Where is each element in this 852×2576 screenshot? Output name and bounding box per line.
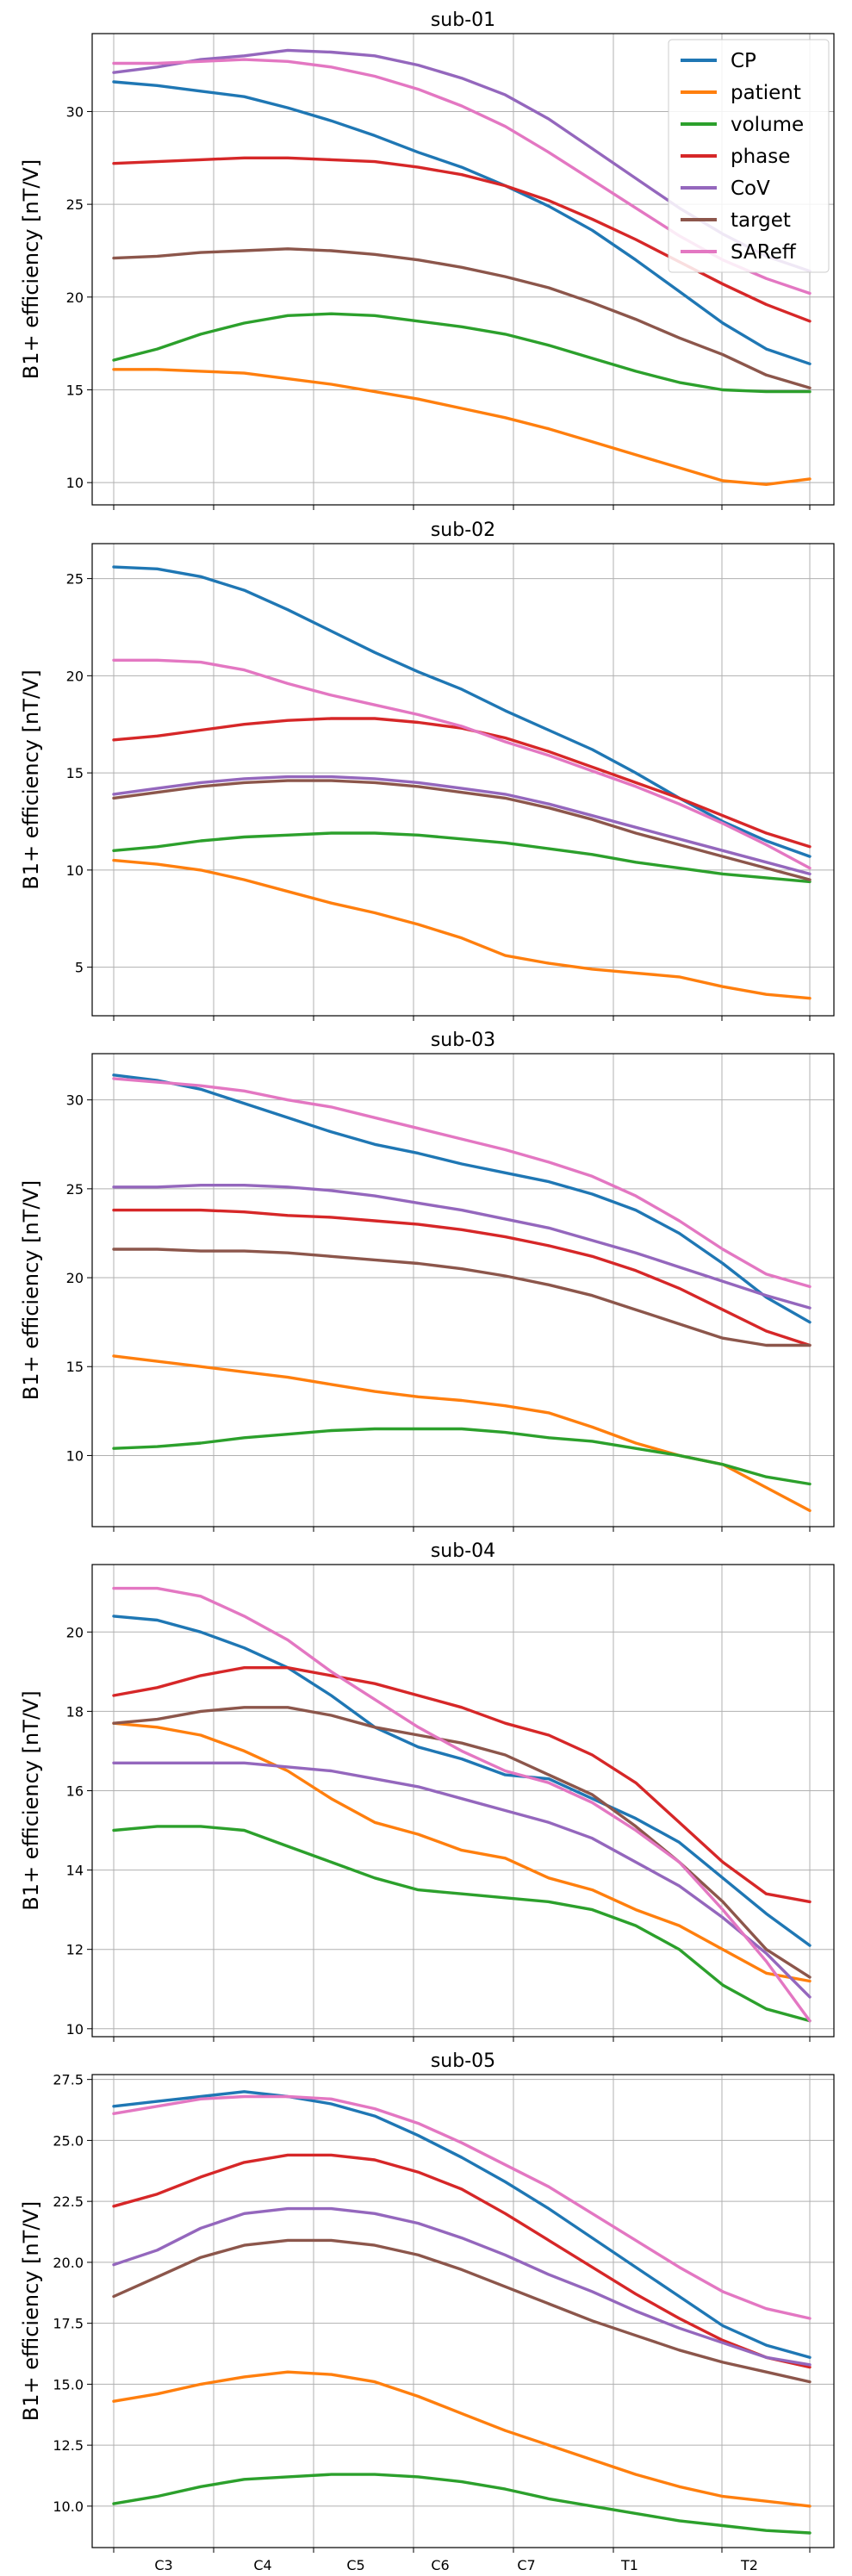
subplot-5: 10.0 12.5 15.0 17.5 20.0 22.5 25.0 27.5 sub-05 B1…: [19, 2050, 835, 2573]
y-tick-label: 25.0: [53, 2132, 84, 2149]
x-tick-label: C3: [154, 2557, 172, 2573]
series-line-target: [112, 779, 812, 881]
x-tick-label: C5: [346, 2557, 364, 2573]
y-tick-label: 25: [66, 571, 84, 588]
y-axis-label: B1+ efficiency [nT/V]: [19, 1180, 43, 1400]
y-tick-label: 10: [66, 862, 84, 879]
y-tick-label: 25: [66, 196, 84, 213]
y-tick-label: 5: [75, 960, 84, 976]
plot-frame: [91, 1053, 835, 1528]
y-tick-label: 10: [66, 2021, 84, 2038]
series-line-cov: [112, 775, 812, 876]
subplot-2: 5 10 15 20 25 sub-02 B1+ efficiency [nT/V]: [19, 520, 835, 1021]
x-tick-label: C4: [253, 2557, 271, 2573]
y-tick-label: 20.0: [53, 2255, 84, 2271]
y-axis-label: B1+ efficiency [nT/V]: [19, 2201, 43, 2421]
series-line-phase: [112, 2153, 812, 2369]
series-line-cov: [112, 1184, 812, 1310]
y-tick-label: 18: [66, 1703, 84, 1720]
series-line-phase: [112, 1208, 812, 1347]
y-tick-label: 12: [66, 1942, 84, 1958]
y-axis-label: B1+ efficiency [nT/V]: [19, 669, 43, 889]
series-line-cp: [112, 565, 812, 858]
series-line-cp: [112, 1615, 812, 1947]
series-line-cp: [112, 80, 812, 365]
y-tick-label: 20: [66, 1270, 84, 1286]
series-line-patient: [112, 1721, 812, 1983]
series-line-cp: [112, 2090, 812, 2359]
subplot-title: sub-05: [431, 2050, 495, 2072]
legend-label: phase: [731, 146, 790, 168]
series-line-sareff: [112, 658, 812, 870]
series-line-target: [112, 2238, 812, 2384]
legend: CP patient volume phase CoV target SAReff: [668, 39, 830, 273]
plot-frame: [91, 1564, 835, 2038]
subplot-3: 10 15 20 25 30 sub-03 B1+ efficiency [nT/V]: [19, 1030, 835, 1532]
series-line-target: [112, 1248, 812, 1347]
y-tick-label: 15: [66, 765, 84, 781]
x-tick-label: C6: [431, 2557, 449, 2573]
series-line-patient: [112, 2370, 812, 2508]
series-line-patient: [112, 858, 812, 1000]
subplot-title: sub-03: [431, 1030, 495, 1051]
subplot-title: sub-01: [431, 9, 495, 31]
series-line-patient: [112, 368, 812, 486]
subplot-title: sub-02: [431, 520, 495, 541]
legend-label: SAReff: [731, 241, 797, 264]
subplot-1: 10 15 20 25 30 sub-01 B1+ efficiency [nT/V] CP p…: [19, 9, 835, 510]
series-line-phase: [112, 1666, 812, 1904]
plot-frame: [91, 2074, 835, 2548]
x-tick-label: C7: [517, 2557, 535, 2573]
subplot-title: sub-04: [431, 1540, 495, 1562]
y-tick-label: 15: [66, 1359, 84, 1375]
y-tick-label: 10: [66, 1447, 84, 1464]
series-line-cov: [112, 2206, 812, 2367]
y-tick-label: 12.5: [53, 2437, 84, 2454]
y-tick-label: 10.0: [53, 2498, 84, 2515]
y-tick-label: 25: [66, 1181, 84, 1198]
series-line-sareff: [112, 1077, 812, 1289]
legend-label: volume: [731, 114, 804, 136]
y-tick-label: 16: [66, 1783, 84, 1799]
y-tick-label: 20: [66, 289, 84, 306]
series-line-volume: [112, 1825, 812, 2023]
y-tick-label: 30: [66, 1092, 84, 1109]
plot-frame: [91, 33, 835, 506]
y-tick-label: 22.5: [53, 2193, 84, 2210]
x-tick-label: T2: [740, 2557, 758, 2573]
series-line-target: [112, 1706, 812, 1979]
y-tick-label: 10: [66, 475, 84, 491]
series-line-volume: [112, 831, 812, 884]
series-line-volume: [112, 312, 812, 394]
legend-label: target: [731, 209, 791, 232]
y-axis-label: B1+ efficiency [nT/V]: [19, 1690, 43, 1910]
plot-frame: [91, 543, 835, 1017]
legend-label: patient: [731, 82, 801, 104]
legend-label: CP: [731, 50, 756, 72]
y-tick-label: 20: [66, 668, 84, 684]
legend-box: [668, 39, 830, 273]
series-line-patient: [112, 1354, 812, 1513]
y-tick-label: 14: [66, 1863, 84, 1879]
series-line-sareff: [112, 1586, 812, 2023]
series-line-phase: [112, 717, 812, 849]
y-tick-label: 27.5: [53, 2072, 84, 2088]
y-tick-label: 15: [66, 382, 84, 398]
y-axis-label: B1+ efficiency [nT/V]: [19, 159, 43, 379]
y-tick-label: 17.5: [53, 2316, 84, 2332]
y-tick-label: 30: [66, 103, 84, 120]
x-tick-label: T1: [620, 2557, 638, 2573]
series-line-sareff: [112, 2094, 812, 2320]
y-tick-label: 15.0: [53, 2376, 84, 2392]
series-line-cov: [112, 1761, 812, 1999]
series-line-volume: [112, 2473, 812, 2535]
series-line-target: [112, 247, 812, 389]
series-line-volume: [112, 1427, 812, 1486]
subplot-4: 10 12 14 16 18 20 sub-04 B1+ efficiency [nT/V]: [19, 1540, 835, 2042]
y-tick-label: 20: [66, 1624, 84, 1640]
series-line-cp: [112, 1073, 812, 1324]
legend-label: CoV: [731, 177, 770, 200]
